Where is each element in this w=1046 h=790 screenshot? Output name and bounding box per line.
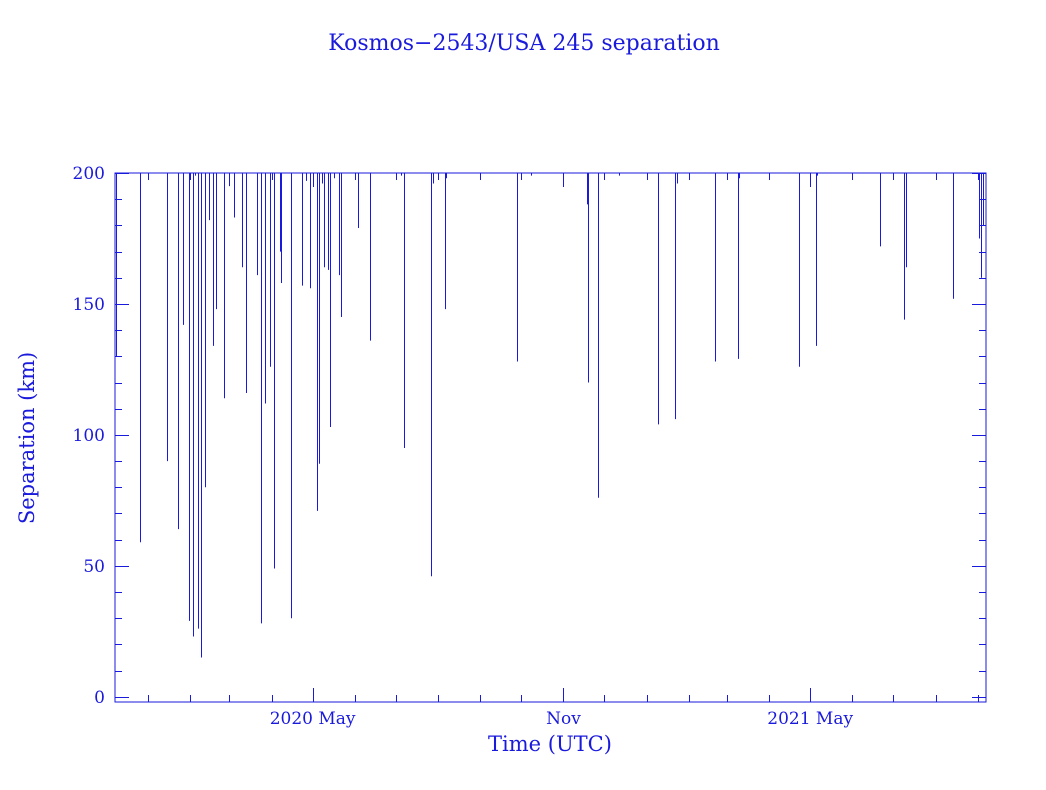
x-tick-label: 2020 May	[270, 709, 356, 729]
y-tick-label: 200	[73, 164, 105, 184]
x-axis-label: Time (UTC)	[488, 732, 612, 756]
y-axis: 0 50 100 150 200	[73, 164, 986, 708]
chart-title: Kosmos−2543/USA 245 separation	[328, 31, 720, 56]
y-tick-label: 0	[94, 688, 105, 708]
plot-frame	[114, 172, 987, 703]
x-tick-label: 2021 May	[767, 709, 853, 729]
y-axis-label: Separation (km)	[15, 352, 39, 524]
data-marks	[116, 173, 984, 658]
x-tick-label: Nov	[546, 709, 581, 729]
y-tick-label: 50	[83, 557, 105, 577]
y-tick-label: 150	[73, 295, 105, 315]
x-axis: 2020 May Nov 2021 May	[148, 173, 979, 729]
y-tick-label: 100	[73, 426, 105, 446]
